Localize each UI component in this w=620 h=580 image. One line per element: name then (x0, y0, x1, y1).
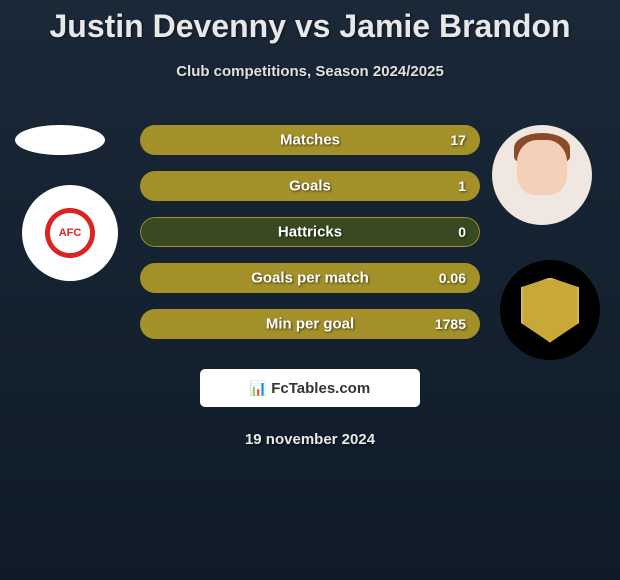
stat-value: 17 (450, 132, 466, 148)
attribution-badge: 📊 FcTables.com (200, 369, 420, 407)
subtitle: Club competitions, Season 2024/2025 (0, 63, 620, 80)
stat-label: Goals per match (251, 270, 369, 287)
stat-bar: Matches 17 (140, 125, 480, 155)
right-player-avatar (492, 125, 592, 225)
stat-label: Hattricks (278, 224, 342, 241)
stat-label: Goals (289, 178, 331, 195)
stat-label: Min per goal (266, 316, 354, 333)
comparison-content: AFC Matches 17 Goals 1 Hattricks 0 Goals per m… (0, 125, 620, 339)
left-badge-text: AFC (59, 227, 82, 239)
left-player-avatar (15, 125, 105, 155)
stat-value: 1 (458, 178, 466, 194)
date-label: 19 november 2024 (0, 431, 620, 448)
stat-bar: Goals per match 0.06 (140, 263, 480, 293)
chart-icon: 📊 (250, 380, 267, 397)
stat-bar: Hattricks 0 (140, 217, 480, 247)
left-club-badge: AFC (22, 185, 118, 281)
attribution-text: FcTables.com (271, 380, 370, 397)
stat-bar: Goals 1 (140, 171, 480, 201)
right-club-badge (500, 260, 600, 360)
stat-label: Matches (280, 132, 340, 149)
page-title: Justin Devenny vs Jamie Brandon (0, 0, 620, 45)
stat-bars-container: Matches 17 Goals 1 Hattricks 0 Goals per match… (140, 125, 480, 339)
stat-bar: Min per goal 1785 (140, 309, 480, 339)
stat-value: 0.06 (439, 270, 466, 286)
stat-value: 1785 (435, 316, 466, 332)
stat-value: 0 (458, 224, 466, 240)
